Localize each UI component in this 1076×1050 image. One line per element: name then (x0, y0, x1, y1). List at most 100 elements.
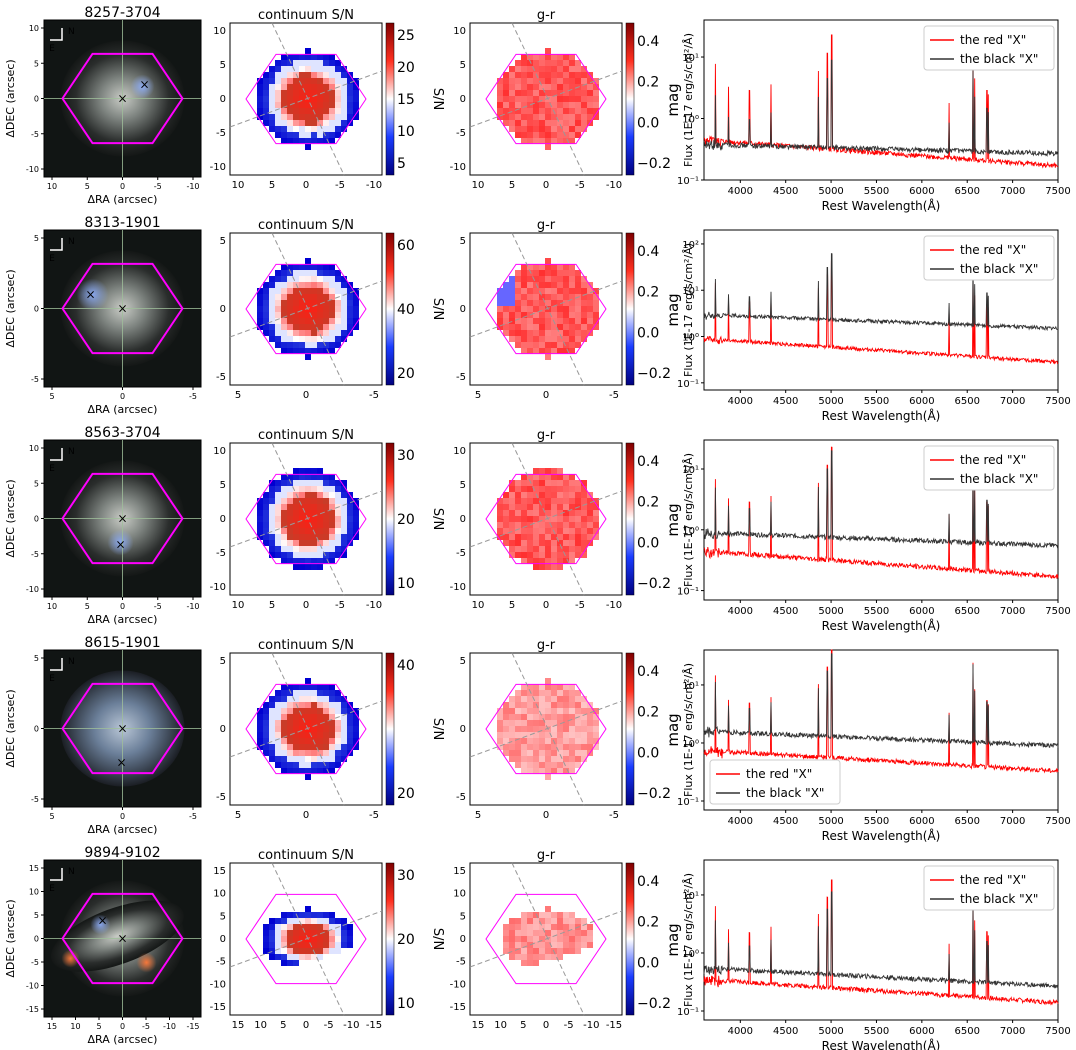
image-xlabel: ΔRA (arcsec) (88, 193, 158, 206)
gr-pixel (521, 702, 527, 708)
sn-pixel (293, 540, 299, 546)
sn-pixel (299, 348, 305, 354)
gr-pixel (521, 312, 527, 318)
sn-pixel (281, 738, 287, 744)
spectrum-ylabel: Flux (1E-17 erg/s/cm²/Å) (682, 33, 695, 167)
sn-pixel (305, 288, 311, 294)
sn-pixel (323, 276, 329, 282)
sn-pixel (263, 312, 269, 318)
gr-pixel (551, 726, 557, 732)
gr-pixel (557, 138, 563, 144)
gr-pixel (503, 306, 509, 312)
gr-pixel (533, 498, 539, 504)
gr-pixel (581, 492, 587, 498)
sn-pixel (299, 102, 305, 108)
sn-pixel (269, 90, 275, 96)
gr-pixel (539, 342, 545, 348)
gr-pixel (545, 72, 551, 78)
sn-pixel (347, 102, 353, 108)
sn-pixel (305, 528, 311, 534)
spectrum-xtick-label: 4000 (728, 186, 753, 197)
image-ytick-label: 0 (34, 935, 39, 944)
image-xtick-label: 10 (47, 182, 57, 191)
gr-pixel (515, 702, 521, 708)
gr-pixel (593, 294, 599, 300)
sn-dashed-axis (271, 22, 345, 176)
gr-pixel (545, 558, 551, 564)
gr-pixel (587, 96, 593, 102)
sn-pixel (281, 60, 287, 66)
image-xtick-label: 15 (47, 1022, 57, 1031)
gr-pixel (527, 720, 533, 726)
sn-dashed-axis (229, 280, 383, 338)
image-ytick-label: -15 (26, 1005, 39, 1014)
gr-pixel (503, 534, 509, 540)
sn-pixel (263, 282, 269, 288)
gr-pixel (527, 318, 533, 324)
sn-pixel (299, 498, 305, 504)
sn-pixel (305, 294, 311, 300)
gr-pixel (593, 324, 599, 330)
sn-pixel (305, 906, 311, 912)
gr-pixel (569, 336, 575, 342)
gr-pixel (557, 60, 563, 66)
spectrum-ytick-label: 10⁰ (682, 526, 699, 537)
sn-pixel (305, 66, 311, 72)
legend-box (709, 759, 841, 805)
gr-pixel (497, 300, 503, 306)
spectrum-xtick-label: 7500 (1045, 1026, 1070, 1037)
sn-pixel (323, 84, 329, 90)
sn-pixel (317, 108, 323, 114)
sn-pixel (275, 114, 281, 120)
gr-pixel (593, 108, 599, 114)
gr-pixel (545, 348, 551, 354)
black-spectrum-line (703, 450, 1059, 549)
gr-pixel (527, 264, 533, 270)
gr-pixel (563, 750, 569, 756)
sn-pixel (317, 528, 323, 534)
sn-pixel (281, 768, 287, 774)
gr-pixel (551, 516, 557, 522)
gr-pixel (551, 96, 557, 102)
sn-pixel (353, 318, 359, 324)
sn-pixel (323, 480, 329, 486)
gr-pixel (509, 90, 515, 96)
sn-pixel (263, 504, 269, 510)
gr-pixel (545, 300, 551, 306)
sn-pixel (263, 528, 269, 534)
gr-pixel (521, 690, 527, 696)
gr-pixel (557, 744, 563, 750)
sn-pixel (281, 90, 287, 96)
gr-pixel (497, 744, 503, 750)
sn-pixel (335, 510, 341, 516)
image-ytick-label: 5 (34, 59, 39, 68)
sn-pixel (317, 768, 323, 774)
sn-ytick-label: 15 (213, 866, 226, 877)
gr-pixel (587, 102, 593, 108)
gr-pixel (581, 90, 587, 96)
gr-pixel (563, 492, 569, 498)
gr-pixel (515, 78, 521, 84)
sn-pixel (317, 540, 323, 546)
sn-pixel (299, 288, 305, 294)
sn-pixel (329, 522, 335, 528)
compass-icon (50, 448, 63, 461)
sn-pixel (287, 942, 293, 948)
gr-pixel (551, 102, 557, 108)
gr-pixel (557, 276, 563, 282)
gr-pixel (587, 528, 593, 534)
image-xtick-label: -5 (142, 1022, 150, 1031)
gr-pixel (545, 54, 551, 60)
sn-pixel (305, 348, 311, 354)
gr-pixel (503, 120, 509, 126)
gr-pixel (557, 78, 563, 84)
gr-pixel (575, 108, 581, 114)
sn-colorbar-label: S/N (430, 508, 445, 530)
sn-pixel (329, 288, 335, 294)
gr-pixel (509, 540, 515, 546)
gr-pixel (521, 930, 527, 936)
gr-colorbar-tick: −0.2 (637, 366, 671, 382)
